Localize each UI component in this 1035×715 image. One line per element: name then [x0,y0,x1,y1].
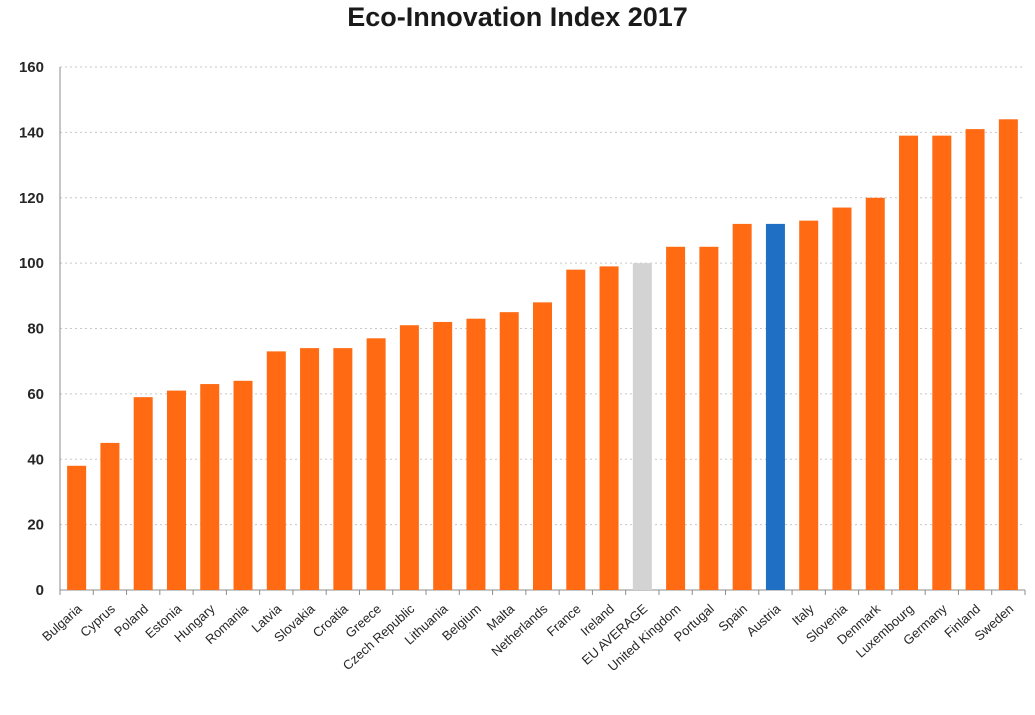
bar-estonia [166,390,186,590]
chart-title: Eco-Innovation Index 2017 [347,2,688,32]
bars [67,119,1018,591]
bar-spain [732,223,752,590]
y-tick-label: 80 [27,321,44,338]
bar-germany [932,135,952,591]
bar-bulgaria [67,465,87,590]
bar-slovenia [832,207,852,590]
bar-united-kingdom [666,246,686,590]
y-tick-label: 60 [27,386,44,403]
bar-belgium [466,318,486,590]
x-tick-label-bulgaria: Bulgaria [39,601,85,645]
bar-lithuania [433,321,453,590]
y-tick-label: 160 [19,59,44,76]
y-tick-label: 20 [27,517,44,534]
bar-denmark [865,197,885,590]
bar-romania [233,380,253,590]
bar-czech-republic [399,325,419,590]
x-tick-label-france: France [544,601,584,639]
x-tick-label-cyprus: Cyprus [77,601,118,640]
bar-netherlands [533,302,552,590]
bar-hungary [200,384,220,590]
bar-austria [765,223,785,590]
bar-finland [965,129,985,590]
bar-sweden [998,119,1018,591]
bar-portugal [699,246,719,590]
bar-slovakia [300,348,320,590]
bar-malta [499,312,519,590]
y-tick-label: 120 [19,190,44,207]
x-tick-label-austria: Austria [743,601,784,640]
bar-ireland [599,266,619,590]
y-tick-label: 40 [27,451,44,468]
gridlines [60,66,1025,526]
bar-france [566,269,586,590]
bar-cyprus [100,442,120,590]
bar-croatia [333,348,353,590]
y-tick-label: 0 [36,582,44,599]
x-tick-label-italy: Italy [789,601,817,628]
bar-poland [133,397,153,590]
x-tick-label-croatia: Croatia [310,601,352,641]
bar-eu-average [632,263,652,590]
bar-latvia [266,351,286,590]
bar-luxembourg [899,135,919,591]
bar-greece [366,338,386,590]
bar-italy [799,220,819,590]
y-tick-label: 140 [19,124,44,141]
y-tick-label: 100 [19,255,44,272]
